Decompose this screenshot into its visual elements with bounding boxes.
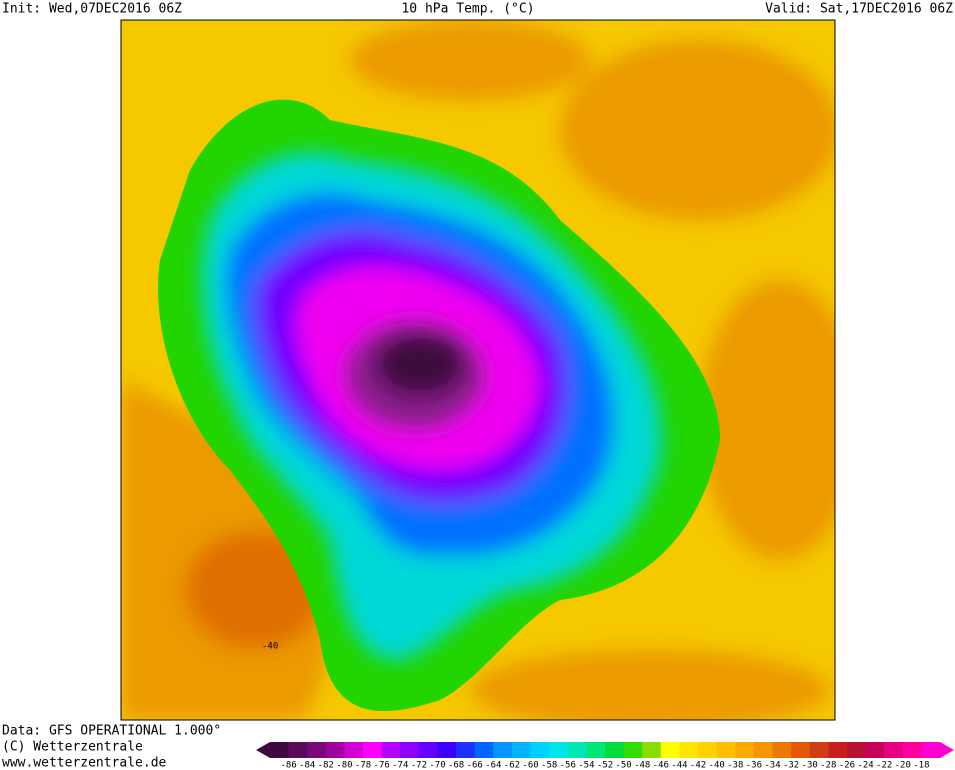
colorbar-swatch [828, 742, 848, 758]
colorbar-swatch [679, 742, 699, 758]
data-source: Data: GFS OPERATIONAL 1.000° [2, 724, 221, 739]
colorbar-swatch [660, 742, 680, 758]
colorbar-swatch [307, 742, 327, 758]
colorbar-swatch [437, 742, 457, 758]
colorbar-swatch [902, 742, 922, 758]
colorbar-label: -76 [374, 761, 390, 770]
colorbar-swatch [493, 742, 513, 758]
colorbar-swatch [400, 742, 420, 758]
colorbar-label: -38 [727, 761, 743, 770]
colorbar-swatch [530, 742, 550, 758]
map-frame [120, 19, 836, 721]
colorbar-label: -28 [820, 761, 836, 770]
colorbar-swatch [642, 742, 662, 758]
colorbar-swatch [418, 742, 438, 758]
colorbar-label: -66 [467, 761, 483, 770]
colorbar-swatch [567, 742, 587, 758]
colorbar-label: -86 [280, 761, 296, 770]
colorbar-swatch [623, 742, 643, 758]
colorbar-swatch [381, 742, 401, 758]
colorbar-swatch [549, 742, 569, 758]
colorbar-label: -46 [653, 761, 669, 770]
colorbar-label: -56 [560, 761, 576, 770]
colorbar-label: -62 [504, 761, 520, 770]
colorbar-label: -68 [448, 761, 464, 770]
website: www.wetterzentrale.de [2, 756, 167, 770]
colorbar-arrow-right [940, 742, 954, 758]
colorbar-swatch [791, 742, 811, 758]
map: -40 [121, 20, 835, 720]
colorbar-swatch [325, 742, 345, 758]
colorbar-label: -32 [783, 761, 799, 770]
colorbar-label: -84 [299, 761, 315, 770]
colorbar-label: -18 [913, 761, 929, 770]
colorbar-swatch [511, 742, 532, 758]
colorbar: -86 -84 -82 -80 -78 -76 -74 -72 -70 -68 -66 -64 -62-… [256, 742, 954, 770]
colorbar-label: -72 [411, 761, 427, 770]
colorbar-label: -54 [578, 761, 594, 770]
colorbar-label: -24 [857, 761, 873, 770]
contour-label: -40 [262, 642, 278, 652]
colorbar-label: -64 [485, 761, 501, 770]
colorbar-swatch [865, 742, 885, 758]
colorbar-swatch [586, 742, 606, 758]
colorbar-label: -34 [764, 761, 780, 770]
colorbar-swatch [884, 742, 904, 758]
colorbar-label: -26 [839, 761, 855, 770]
colorbar-label: -36 [746, 761, 762, 770]
colorbar-swatch [716, 742, 736, 758]
colorbar-label: -78 [355, 761, 371, 770]
map-title: 10 hPa Temp. (°C) [401, 2, 534, 17]
colorbar-arrow-left [256, 742, 270, 758]
colorbar-label: -52 [597, 761, 613, 770]
colorbar-swatch [344, 742, 364, 758]
colorbar-label: -60 [522, 761, 538, 770]
colorbar-swatch [363, 742, 383, 758]
colorbar-swatch [753, 742, 773, 758]
colorbar-swatch [809, 742, 829, 758]
copyright: (C) Wetterzentrale [2, 740, 143, 755]
colorbar-label: -30 [802, 761, 818, 770]
colorbar-swatch [456, 742, 476, 758]
colorbar-label: -42 [690, 761, 706, 770]
valid-time: Valid: Sat,17DEC2016 06Z [765, 2, 953, 17]
colorbar-label: -44 [671, 761, 687, 770]
colorbar-swatch [772, 742, 792, 758]
init-time: Init: Wed,07DEC2016 06Z [2, 2, 182, 17]
colorbar-swatch [270, 742, 290, 758]
colorbar-label: -74 [392, 761, 408, 770]
colorbar-label: -50 [615, 761, 631, 770]
colorbar-label: -70 [429, 761, 445, 770]
colorbar-label: -48 [634, 761, 650, 770]
colorbar-label: -80 [336, 761, 352, 770]
colorbar-label: -58 [541, 761, 557, 770]
colorbar-label: -22 [876, 761, 892, 770]
colorbar-label: -82 [318, 761, 334, 770]
colorbar-label: -20 [895, 761, 911, 770]
colorbar-swatch [698, 742, 718, 758]
colorbar-swatch [288, 742, 308, 758]
colorbar-swatch [735, 742, 755, 758]
colorbar-swatch [846, 742, 867, 758]
colorbar-label: -40 [709, 761, 725, 770]
colorbar-swatch [474, 742, 494, 758]
colorbar-swatch [921, 742, 941, 758]
colorbar-swatch [605, 742, 625, 758]
